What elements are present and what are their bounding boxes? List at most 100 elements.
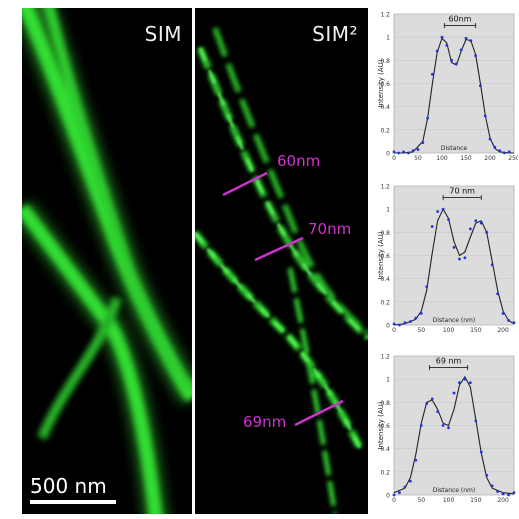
profile-chart-3-svg: 0 0.2 0.4 0.6 0.8 1 1.2 0 50 100 150 200 Intensity (… xyxy=(377,354,516,504)
data-point xyxy=(430,397,434,401)
y-tick-label: 0.6 xyxy=(380,423,390,430)
data-point xyxy=(485,473,489,477)
x-tick-label: 0 xyxy=(392,327,396,334)
data-point xyxy=(479,221,483,225)
y-tick-label: 0.2 xyxy=(380,127,390,134)
data-point xyxy=(414,316,418,320)
data-point xyxy=(464,36,468,40)
data-point xyxy=(435,49,439,53)
data-point xyxy=(468,381,472,385)
y-tick-label: 1 xyxy=(386,35,390,42)
data-point xyxy=(485,230,489,234)
data-point xyxy=(496,292,500,296)
data-point xyxy=(419,312,423,315)
profile-chart-3: 0 0.2 0.4 0.6 0.8 1 1.2 0 50 100 150 200 Intensity (… xyxy=(371,350,518,515)
y-axis-label: Intensity (AU) xyxy=(377,59,385,107)
sim-panel-title: SIM xyxy=(144,22,182,46)
y-tick-label: 0.2 xyxy=(380,469,390,476)
data-point xyxy=(414,458,418,462)
data-point xyxy=(407,151,410,155)
data-point xyxy=(452,245,456,249)
data-point xyxy=(392,150,396,154)
data-point xyxy=(421,141,425,144)
x-tick-label: 100 xyxy=(443,497,455,504)
data-point xyxy=(403,321,407,325)
data-point xyxy=(408,320,412,323)
data-point xyxy=(392,493,396,497)
y-tick-label: 1.2 xyxy=(380,184,390,191)
data-point xyxy=(496,490,500,493)
data-point xyxy=(479,450,483,454)
data-point xyxy=(493,145,497,149)
y-tick-label: 0.6 xyxy=(380,253,390,260)
x-tick-label: 50 xyxy=(414,155,422,162)
x-axis-label: Distance (nm) xyxy=(433,487,475,494)
data-point xyxy=(425,402,429,405)
data-point xyxy=(468,227,472,231)
data-point xyxy=(403,485,407,489)
measure-line-70 xyxy=(254,236,304,262)
measurement-label-69: 69nm xyxy=(243,413,287,431)
data-point xyxy=(474,419,478,423)
x-tick-label: 0 xyxy=(392,155,396,162)
data-point xyxy=(490,484,494,488)
data-point xyxy=(455,62,458,66)
x-tick-label: 200 xyxy=(497,497,509,504)
data-point xyxy=(450,58,453,62)
data-point xyxy=(507,318,510,322)
data-point xyxy=(498,149,501,153)
sim2-filaments xyxy=(195,26,368,514)
data-point xyxy=(411,149,415,153)
scale-bar xyxy=(30,500,116,504)
profile-chart-2: 0 0.2 0.4 0.6 0.8 1 1.2 0 50 100 150 200 Intensity (… xyxy=(371,180,518,345)
y-tick-label: 0.4 xyxy=(380,104,390,111)
profile-chart-1-svg: 0 0.2 0.4 0.6 0.8 1 1.2 0 50 100 150 200 250 Intensit… xyxy=(377,12,519,163)
scale-bar-label: 500 nm xyxy=(30,474,107,498)
profile-chart-2-svg: 0 0.2 0.4 0.6 0.8 1 1.2 0 50 100 150 200 Intensity (… xyxy=(377,184,516,334)
data-point xyxy=(474,219,478,223)
y-tick-label: 1.2 xyxy=(380,354,390,361)
data-point xyxy=(488,137,492,141)
data-point xyxy=(463,256,467,260)
y-tick-label: 1 xyxy=(386,377,390,384)
data-point xyxy=(441,424,445,427)
data-point xyxy=(445,43,449,47)
peak-distance-label: 70 nm xyxy=(449,187,475,196)
y-tick-label: 0 xyxy=(386,151,390,158)
x-tick-label: 250 xyxy=(508,155,518,162)
data-point xyxy=(512,491,516,495)
data-point xyxy=(512,321,516,325)
data-point xyxy=(408,479,412,483)
y-axis-label: Intensity (AU) xyxy=(377,401,385,449)
y-tick-label: 0.2 xyxy=(380,299,390,306)
data-point xyxy=(430,225,434,228)
measure-line-69 xyxy=(294,399,344,427)
y-axis-label: Intensity (AU) xyxy=(377,231,385,279)
data-point xyxy=(436,410,440,413)
x-tick-label: 150 xyxy=(460,155,472,162)
data-point xyxy=(419,424,423,427)
data-point xyxy=(452,391,456,395)
x-axis-label: Distance xyxy=(441,145,468,152)
data-point xyxy=(440,35,444,39)
data-point xyxy=(447,426,450,430)
data-point xyxy=(501,492,505,496)
data-point xyxy=(459,48,463,52)
data-point xyxy=(463,377,467,381)
fit-curve xyxy=(394,37,514,154)
data-point xyxy=(483,114,487,118)
data-point xyxy=(398,491,401,495)
x-tick-label: 100 xyxy=(443,327,455,334)
data-point xyxy=(503,151,506,155)
fit-curve xyxy=(393,208,515,326)
data-point xyxy=(416,148,420,151)
data-point xyxy=(436,210,440,213)
fit-curve xyxy=(393,376,515,495)
y-tick-label: 0.4 xyxy=(380,276,390,283)
x-tick-label: 50 xyxy=(417,327,425,334)
data-point xyxy=(392,322,396,326)
x-tick-label: 200 xyxy=(484,155,496,162)
y-tick-label: 0.4 xyxy=(380,446,390,453)
data-point xyxy=(469,39,473,43)
data-point xyxy=(402,150,405,154)
